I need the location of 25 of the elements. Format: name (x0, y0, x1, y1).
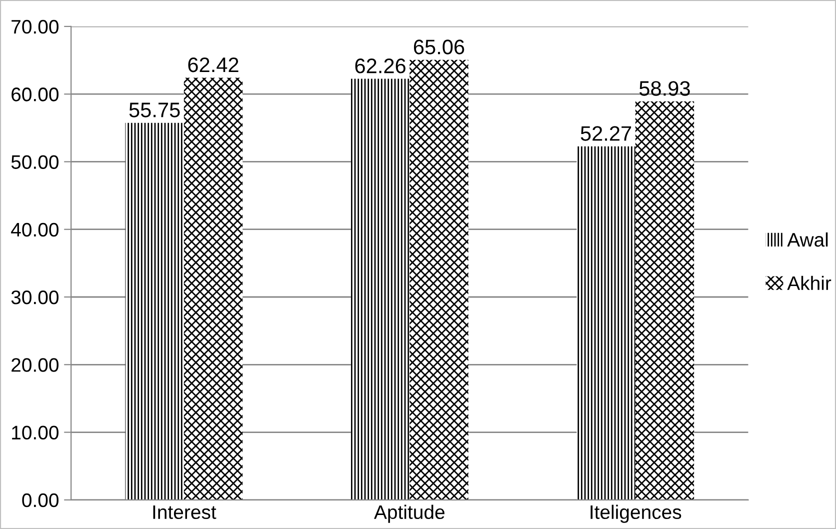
y-tick-label: 30.00 (11, 290, 58, 304)
bar (410, 60, 468, 500)
y-tick-label: 50.00 (11, 155, 58, 169)
bar (125, 122, 184, 500)
legend-label: Akhir (787, 276, 832, 290)
data-label: 62.26 (355, 58, 406, 74)
bar (350, 78, 410, 500)
legend-label: Awal (787, 232, 828, 247)
y-tick-label: 10.00 (12, 426, 58, 440)
data-label: 52.27 (580, 126, 632, 141)
x-tick-label: Interest (153, 505, 216, 520)
data-label: 62.42 (188, 57, 238, 72)
y-tick-label: 40.00 (11, 222, 58, 237)
data-label: 58.93 (639, 81, 690, 96)
x-tick-label: Aptitude (374, 504, 444, 523)
y-tick-label: 60.00 (12, 88, 58, 102)
bar (576, 146, 636, 500)
bar (184, 78, 243, 500)
data-label: 65.06 (414, 40, 464, 54)
y-tick-label: 0.00 (22, 493, 58, 508)
y-tick-label: 20.00 (12, 358, 58, 372)
bar (635, 101, 694, 500)
x-tick-label: Iteligences (590, 504, 682, 523)
data-label: 55.75 (129, 102, 180, 118)
y-tick-label: 70.00 (12, 20, 58, 34)
